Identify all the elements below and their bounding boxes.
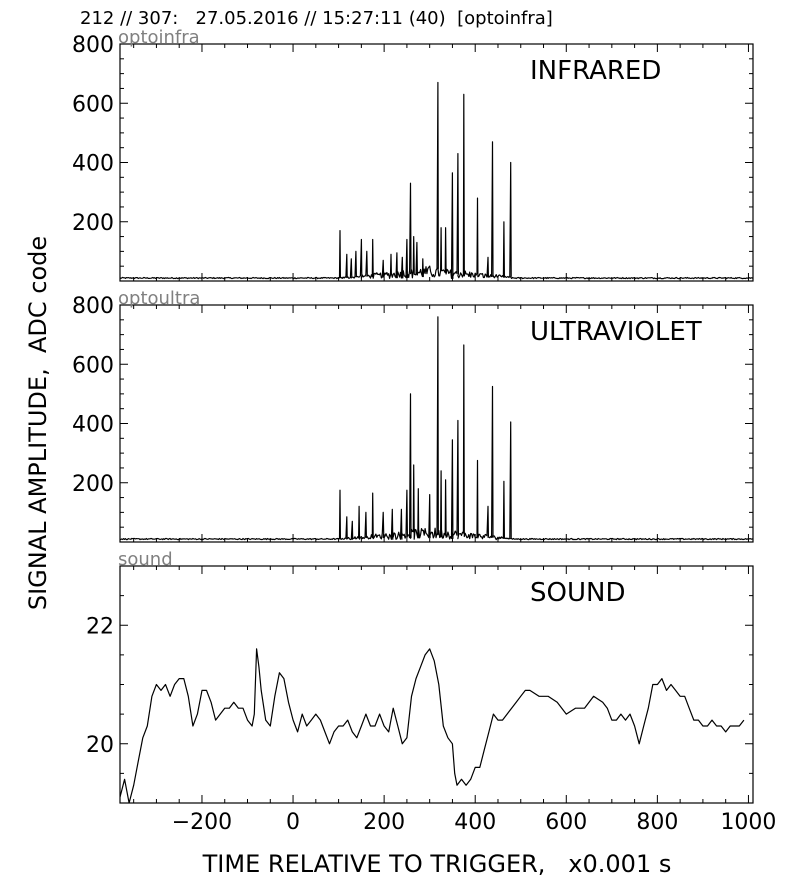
y-tick-label: 800 bbox=[72, 294, 114, 319]
y-tick-label: 800 bbox=[72, 33, 114, 58]
x-tick-label: 200 bbox=[363, 810, 405, 835]
y-tick-label: 600 bbox=[72, 92, 114, 117]
header-info: 212 // 307: 27.05.2016 // 15:27:11 (40) … bbox=[80, 8, 553, 29]
x-tick-label: −200 bbox=[172, 810, 232, 835]
channel-label: sound bbox=[118, 549, 173, 570]
panel-title: SOUND bbox=[530, 578, 625, 608]
panel-title: ULTRAVIOLET bbox=[530, 317, 702, 347]
x-tick-label: 800 bbox=[636, 810, 678, 835]
x-tick-label: 1000 bbox=[720, 810, 776, 835]
x-tick-label: 0 bbox=[286, 810, 300, 835]
x-tick-label: 600 bbox=[545, 810, 587, 835]
x-tick-label: 400 bbox=[454, 810, 496, 835]
y-tick-label: 22 bbox=[86, 614, 114, 639]
channel-label: optoinfra bbox=[118, 27, 200, 48]
channel-label: optoultra bbox=[118, 288, 200, 309]
signal-trace-optoultra bbox=[120, 316, 753, 541]
panel-optoinfra: 200 400 600 800 optoinfra INFRARED bbox=[72, 27, 754, 282]
signal-trace-optoinfra bbox=[120, 81, 753, 280]
y-tick-label: 20 bbox=[86, 733, 114, 758]
y-tick-label: 400 bbox=[72, 152, 114, 177]
x-axis-label: TIME RELATIVE TO TRIGGER, x0.001 s bbox=[202, 850, 672, 878]
y-tick-label: 200 bbox=[72, 472, 114, 497]
panel-title: INFRARED bbox=[530, 56, 661, 86]
panel-optoultra: 200 400 600 800 optoultra ULTRAVIOLET bbox=[72, 288, 754, 543]
y-tick-label: 400 bbox=[72, 413, 114, 438]
signal-trace-sound bbox=[120, 648, 745, 803]
y-tick-label: 600 bbox=[72, 353, 114, 378]
panel-sound: 20 22 −200 0 200 400 600 800 1000 sound SOUND bbox=[86, 549, 776, 835]
y-tick-label: 200 bbox=[72, 211, 114, 236]
